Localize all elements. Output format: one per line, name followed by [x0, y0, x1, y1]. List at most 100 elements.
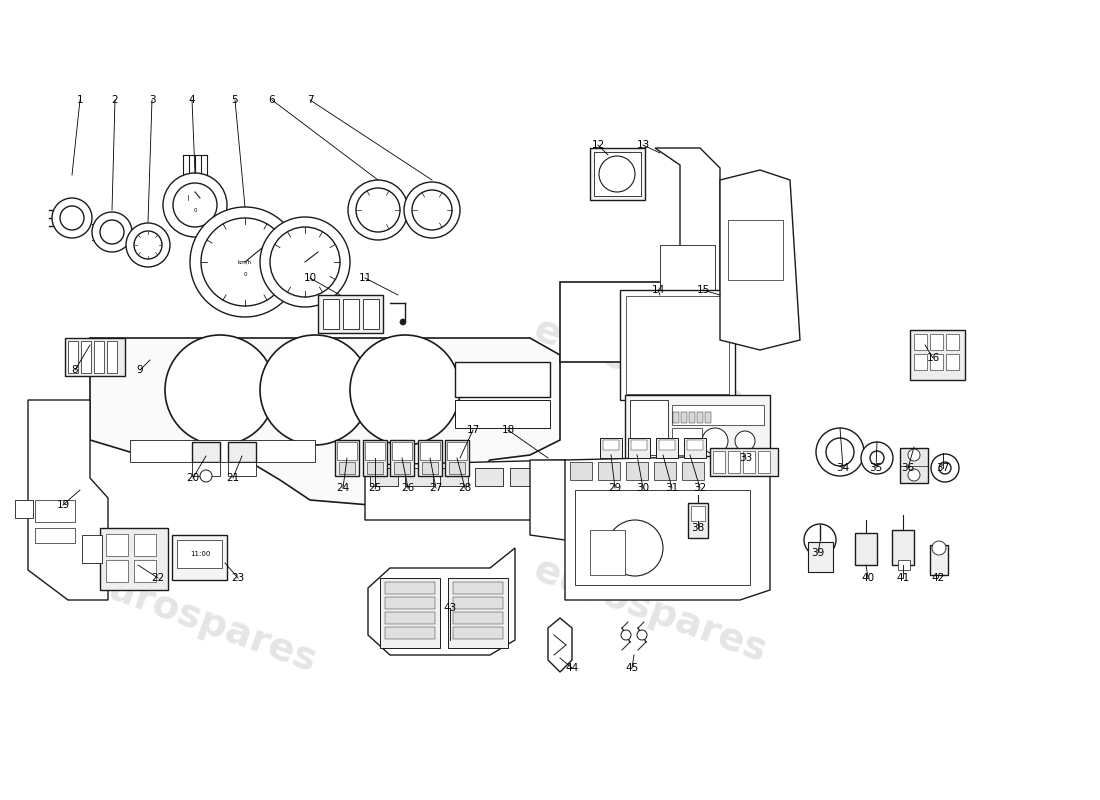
- Text: 26: 26: [402, 483, 415, 493]
- Text: 35: 35: [869, 463, 882, 473]
- Polygon shape: [548, 618, 572, 672]
- Circle shape: [816, 428, 864, 476]
- Bar: [448, 578, 508, 648]
- Bar: [370, 468, 398, 486]
- Text: 30: 30: [637, 483, 650, 493]
- Text: 25: 25: [368, 483, 382, 493]
- Bar: [390, 440, 414, 476]
- Polygon shape: [565, 455, 770, 600]
- Bar: [106, 560, 128, 582]
- Bar: [392, 442, 412, 460]
- Bar: [318, 295, 383, 333]
- Bar: [684, 438, 706, 458]
- Text: 10: 10: [304, 273, 317, 283]
- Text: 42: 42: [932, 573, 945, 583]
- Text: eurospares: eurospares: [98, 330, 342, 450]
- Bar: [192, 462, 220, 476]
- Text: 33: 33: [739, 453, 752, 463]
- Polygon shape: [28, 400, 108, 600]
- Bar: [418, 440, 442, 476]
- Bar: [930, 334, 943, 350]
- Bar: [385, 612, 435, 624]
- Circle shape: [932, 541, 946, 555]
- Bar: [691, 506, 705, 521]
- Bar: [660, 245, 715, 325]
- Bar: [455, 362, 550, 397]
- Bar: [405, 468, 433, 486]
- Circle shape: [100, 220, 124, 244]
- Text: 9: 9: [136, 365, 143, 375]
- Bar: [453, 612, 503, 624]
- Text: 0: 0: [243, 273, 246, 278]
- Bar: [453, 582, 503, 594]
- Bar: [742, 451, 755, 473]
- Bar: [81, 341, 91, 373]
- Bar: [130, 440, 315, 462]
- Bar: [228, 442, 256, 462]
- Bar: [758, 451, 770, 473]
- Bar: [449, 462, 465, 474]
- Bar: [385, 627, 435, 639]
- Polygon shape: [365, 460, 565, 520]
- Text: 45: 45: [626, 663, 639, 673]
- Bar: [681, 412, 688, 423]
- Bar: [710, 448, 778, 476]
- Bar: [379, 578, 440, 648]
- Text: 2: 2: [112, 95, 119, 105]
- Circle shape: [173, 183, 217, 227]
- Text: 15: 15: [696, 285, 710, 295]
- Bar: [440, 468, 467, 486]
- Bar: [628, 438, 650, 458]
- Text: 40: 40: [861, 573, 875, 583]
- Bar: [337, 442, 358, 460]
- Bar: [600, 438, 621, 458]
- Polygon shape: [368, 548, 515, 655]
- Text: 27: 27: [429, 483, 442, 493]
- Bar: [575, 490, 750, 585]
- Circle shape: [201, 218, 289, 306]
- Bar: [590, 148, 645, 200]
- Text: 37: 37: [936, 463, 949, 473]
- Bar: [688, 440, 703, 450]
- Bar: [343, 299, 359, 329]
- Circle shape: [400, 319, 406, 325]
- Bar: [106, 534, 128, 556]
- Bar: [855, 533, 877, 565]
- Text: 29: 29: [608, 483, 622, 493]
- Circle shape: [350, 335, 460, 445]
- Bar: [365, 442, 385, 460]
- Circle shape: [908, 469, 920, 481]
- Bar: [898, 560, 910, 570]
- Bar: [339, 462, 355, 474]
- Circle shape: [126, 223, 170, 267]
- Bar: [453, 627, 503, 639]
- Circle shape: [60, 206, 84, 230]
- Text: 41: 41: [896, 573, 910, 583]
- Text: 36: 36: [901, 463, 914, 473]
- Bar: [385, 597, 435, 609]
- Text: 12: 12: [592, 140, 605, 150]
- Circle shape: [270, 227, 340, 297]
- Circle shape: [356, 188, 400, 232]
- Polygon shape: [720, 170, 800, 350]
- Bar: [892, 530, 914, 565]
- Bar: [946, 334, 959, 350]
- Circle shape: [200, 470, 212, 482]
- Text: 20: 20: [186, 473, 199, 483]
- Circle shape: [190, 207, 300, 317]
- Circle shape: [260, 217, 350, 307]
- Bar: [446, 440, 469, 476]
- Circle shape: [165, 335, 275, 445]
- Circle shape: [52, 198, 92, 238]
- Circle shape: [607, 520, 663, 576]
- Bar: [656, 438, 678, 458]
- Circle shape: [412, 190, 452, 230]
- Bar: [336, 440, 359, 476]
- Text: 44: 44: [565, 663, 579, 673]
- Text: 11:00: 11:00: [190, 551, 210, 557]
- Circle shape: [600, 156, 635, 192]
- Polygon shape: [90, 338, 560, 505]
- Bar: [625, 395, 770, 460]
- Text: 23: 23: [231, 573, 244, 583]
- Bar: [654, 462, 676, 480]
